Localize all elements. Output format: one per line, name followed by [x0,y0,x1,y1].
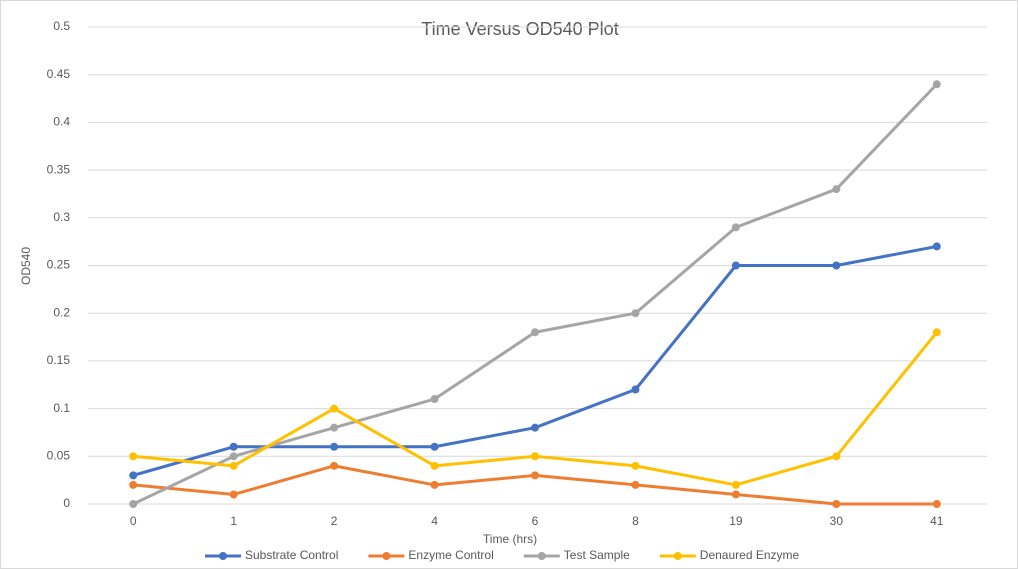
y-tick-label: 0.4 [53,115,70,129]
data-point [832,261,841,270]
x-tick-label: 1 [230,514,237,528]
x-tick-label: 19 [729,514,743,528]
legend-label: Enzyme Control [408,548,493,562]
y-tick-label: 0.1 [53,401,70,415]
x-tick-label: 41 [930,514,944,528]
data-point [731,480,740,489]
y-tick-label: 0.15 [47,353,71,367]
y-tick-label: 0.05 [47,448,71,462]
legend-label: Substrate Control [245,548,338,562]
data-point [229,452,238,461]
data-point [129,480,138,489]
x-tick-label: 6 [532,514,539,528]
data-point [832,452,841,461]
data-point [330,442,339,451]
y-tick-label: 0.45 [47,67,71,81]
data-point [731,490,740,499]
data-point [229,490,238,499]
data-point [932,242,941,251]
legend-swatch-marker [382,552,391,560]
data-point [932,328,941,337]
data-point [430,442,439,451]
y-axis-label: OD540 [19,247,33,285]
data-point [631,480,640,489]
x-axis-label: Time (hrs) [483,532,537,546]
y-tick-label: 0.3 [53,210,70,224]
data-point [531,471,539,480]
x-tick-label: 30 [830,514,844,528]
data-point [731,261,740,270]
data-point [330,404,339,413]
y-tick-label: 0.2 [53,305,70,319]
data-point [932,500,941,508]
data-point [129,500,138,508]
data-point [330,461,339,470]
x-tick-label: 4 [431,514,438,528]
data-point [531,328,539,337]
y-tick-label: 0.25 [47,258,71,272]
data-point [531,423,539,432]
legend-swatch-marker [673,552,682,560]
y-tick-label: 0.5 [53,19,70,33]
data-point [731,223,740,232]
data-point [430,461,439,470]
data-point [932,80,941,89]
data-point [229,442,238,451]
data-point [330,423,339,432]
chart-title: Time Versus OD540 Plot [421,19,618,39]
data-point [832,500,841,508]
data-point [631,385,640,394]
data-point [531,452,539,461]
legend-swatch-marker [219,552,227,560]
data-point [129,452,138,461]
data-point [430,395,439,404]
y-tick-label: 0.35 [47,162,71,176]
data-point [631,309,640,318]
x-tick-label: 8 [632,514,639,528]
x-tick-label: 2 [331,514,338,528]
x-tick-label: 0 [130,514,137,528]
data-point [129,471,138,480]
data-point [832,185,841,194]
legend-label: Test Sample [564,548,630,562]
data-point [430,480,439,489]
data-point [631,461,640,470]
legend-swatch-marker [537,552,546,560]
legend-label: Denaured Enzyme [700,548,800,562]
data-point [229,461,238,470]
y-tick-label: 0 [63,496,70,510]
